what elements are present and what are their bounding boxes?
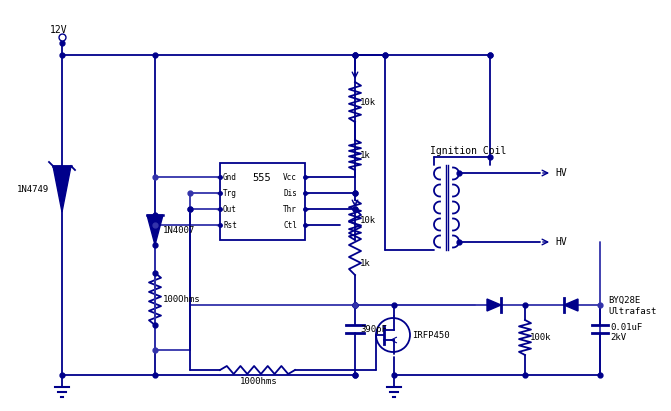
Polygon shape (53, 166, 71, 212)
Text: Gnd: Gnd (223, 173, 237, 182)
Text: IRFP450: IRFP450 (412, 330, 450, 339)
Text: HV: HV (555, 168, 567, 178)
Text: 100k: 100k (530, 332, 552, 342)
Polygon shape (487, 299, 501, 311)
Polygon shape (564, 299, 578, 311)
Text: 2kV: 2kV (610, 333, 626, 342)
Text: Ultrafast: Ultrafast (608, 307, 656, 316)
Text: Dis: Dis (283, 189, 297, 198)
Text: Trg: Trg (223, 189, 237, 198)
Text: Out: Out (223, 205, 237, 213)
Text: 555: 555 (252, 173, 271, 183)
Text: 12V: 12V (50, 25, 68, 35)
Text: 10k: 10k (360, 215, 376, 224)
Text: 1000hms: 1000hms (240, 377, 278, 386)
Text: 10k: 10k (360, 97, 376, 106)
Text: Ctl: Ctl (283, 220, 297, 229)
Text: Rst: Rst (223, 220, 237, 229)
Text: 0.01uF: 0.01uF (610, 323, 642, 332)
Text: Thr: Thr (283, 205, 297, 213)
Bar (220, 163, 305, 240)
Text: 100Ohms: 100Ohms (163, 295, 201, 303)
Text: BYQ28E: BYQ28E (608, 296, 640, 305)
Text: Vcc: Vcc (283, 173, 297, 182)
Text: 1k: 1k (360, 150, 371, 159)
Text: 1N4749: 1N4749 (17, 185, 49, 194)
Text: 390pF: 390pF (360, 325, 387, 333)
Text: HV: HV (555, 237, 567, 247)
Text: Ignition Coil: Ignition Coil (430, 146, 507, 156)
Polygon shape (147, 215, 163, 245)
Text: 1k: 1k (360, 259, 371, 268)
Text: 1N4007: 1N4007 (163, 226, 195, 235)
